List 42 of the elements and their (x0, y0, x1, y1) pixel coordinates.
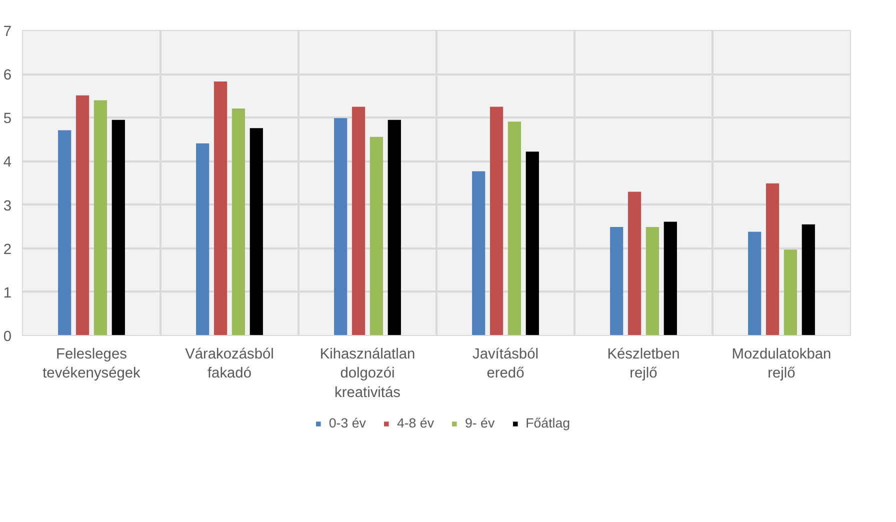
x-tick-label: Várakozásból fakadó (185, 346, 274, 382)
bar (508, 122, 522, 336)
legend-label: 0-3 év (328, 416, 366, 430)
x-tick-label: Javításból eredő (472, 346, 539, 382)
bar (748, 232, 762, 336)
legend-label: 4-8 év (396, 416, 434, 430)
bar (784, 250, 798, 336)
bar (526, 152, 539, 336)
y-tick-label: 5 (3, 111, 12, 128)
bar (352, 106, 366, 336)
bar (232, 108, 246, 336)
bar (646, 227, 660, 336)
y-tick-label: 1 (3, 285, 12, 302)
legend-label: Főátlag (526, 416, 570, 430)
bar (196, 143, 210, 336)
bar (472, 171, 486, 336)
y-tick-label: 2 (3, 242, 12, 258)
y-tick-label: 7 (3, 24, 12, 40)
x-tick-label: Mozdulatokban rejlő (732, 346, 832, 382)
bar (388, 120, 401, 336)
y-tick-label: 4 (3, 154, 12, 171)
y-tick-label: 0 (3, 329, 12, 345)
bar (76, 95, 90, 336)
bar (112, 120, 125, 336)
x-tick-label: Készletben rejlő (607, 346, 680, 382)
bar (334, 118, 348, 336)
bar (766, 183, 780, 336)
x-tick-label: Felesleges tevékenységek (42, 346, 142, 382)
bar (802, 224, 815, 336)
legend-label: 9- év (464, 416, 495, 430)
bar (628, 192, 642, 336)
bar (214, 81, 228, 336)
bar (94, 100, 108, 336)
x-tick-label: Kihasználatlan dolgozói kreativitás (320, 346, 416, 401)
bar (664, 222, 677, 336)
bar (610, 227, 624, 336)
bar (250, 128, 263, 336)
bar (490, 106, 504, 336)
bar (370, 136, 384, 336)
bar (58, 130, 72, 336)
y-tick-label: 6 (3, 68, 12, 84)
y-tick-label: 3 (3, 198, 12, 214)
